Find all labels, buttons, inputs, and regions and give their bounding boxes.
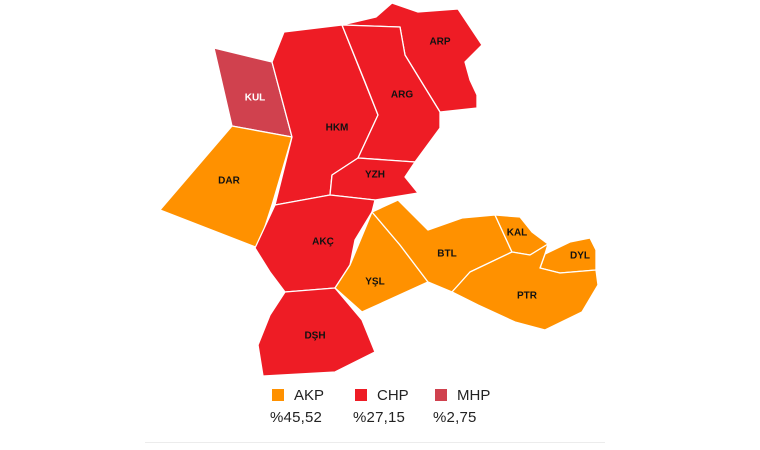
district-map-svg: KUL DAR HKM ARP ARG YZH AKÇ DŞH YŞL BTL KAL DYL PTR bbox=[159, 2, 599, 377]
legend-swatch-akp bbox=[272, 389, 284, 401]
district-label-dyl: DYL bbox=[570, 251, 590, 262]
legend-percent-chp: %27,15 bbox=[353, 409, 406, 426]
legend-percent-mhp: %2,75 bbox=[433, 409, 477, 426]
district-label-arp: ARP bbox=[429, 37, 450, 48]
district-ptr[interactable] bbox=[451, 243, 599, 331]
legend-swatch-chp bbox=[355, 389, 367, 401]
legend-party-akp: AKP bbox=[294, 386, 325, 404]
legend-percent-akp: %45,52 bbox=[270, 409, 323, 426]
legend: AKP %45,52 CHP %27,15 MHP %2,75 bbox=[0, 384, 760, 434]
district-label-akç: AKÇ bbox=[312, 237, 334, 248]
district-label-kal: KAL bbox=[507, 228, 528, 239]
district-label-hkm: HKM bbox=[326, 123, 349, 134]
district-label-dar: DAR bbox=[218, 176, 240, 187]
district-label-ptr: PTR bbox=[517, 291, 538, 302]
district-label-btl: BTL bbox=[437, 249, 456, 260]
legend-item-chp: CHP %27,15 bbox=[353, 384, 453, 427]
district-label-yşl: YŞL bbox=[365, 277, 384, 288]
district-label-arg: ARG bbox=[391, 90, 413, 101]
district-yzh[interactable] bbox=[329, 157, 419, 201]
legend-item-akp: AKP %45,52 bbox=[270, 384, 370, 427]
legend-swatch-mhp bbox=[435, 389, 447, 401]
district-label-yzh: YZH bbox=[365, 170, 385, 181]
divider bbox=[145, 442, 605, 443]
legend-party-chp: CHP bbox=[377, 386, 409, 404]
legend-party-mhp: MHP bbox=[457, 386, 491, 404]
district-label-kul: KUL bbox=[245, 93, 266, 104]
district-label-dşh: DŞH bbox=[304, 331, 325, 342]
district-dşh[interactable] bbox=[257, 287, 376, 377]
legend-item-mhp: MHP %2,75 bbox=[433, 384, 533, 427]
district-map: KUL DAR HKM ARP ARG YZH AKÇ DŞH YŞL BTL KAL DYL PTR bbox=[159, 2, 599, 377]
